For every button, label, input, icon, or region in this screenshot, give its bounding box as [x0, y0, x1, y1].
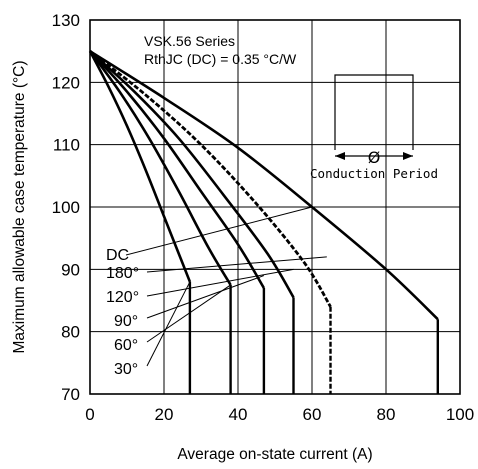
x-tick-label: 20	[155, 405, 174, 424]
drop-lines	[188, 281, 439, 394]
legend-label: 120°	[106, 289, 139, 306]
leader-line	[146, 275, 265, 319]
grid-lines	[90, 20, 460, 394]
series-line	[89, 50, 439, 321]
x-tick-label: 80	[377, 405, 396, 424]
x-axis-label: Average on-state current (A)	[177, 446, 372, 463]
series-line	[88, 50, 192, 283]
thermal-resistance-note: RthJC (DC) = 0.35 °C/W	[144, 51, 297, 67]
conduction-period-label: Conduction Period	[310, 166, 438, 181]
legend-label: 90°	[114, 313, 138, 330]
conduction-waveform-inset: Ø Conduction Period	[310, 74, 438, 181]
series-line	[89, 50, 295, 299]
legend-label: 30°	[114, 361, 138, 378]
leader-line	[146, 281, 191, 367]
x-tick-label: 40	[229, 405, 248, 424]
y-tick-label: 90	[61, 260, 80, 279]
series-line	[89, 50, 332, 308]
y-tick-label: 130	[52, 11, 80, 30]
y-tick-label: 70	[61, 385, 80, 404]
y-tick-label: 80	[61, 323, 80, 342]
arrow-head-left-icon	[335, 152, 345, 160]
y-axis-label: Maximum allowable case temperature (°C)	[11, 60, 28, 353]
phi-symbol: Ø	[368, 148, 381, 167]
plot-frame	[89, 19, 461, 395]
legend-label: 180°	[106, 265, 139, 282]
series-title: VSK.56 Series	[144, 33, 235, 49]
leader-line	[125, 206, 313, 256]
series-line	[88, 50, 232, 286]
legend-leader-lines	[125, 206, 327, 367]
legend-label: DC	[106, 247, 129, 264]
tick-labels: 0 20 40 60 80 100 70 80 90 100 110 120 130	[52, 11, 475, 424]
x-tick-label: 0	[85, 405, 94, 424]
series-line	[89, 50, 266, 289]
conduction-waveform	[334, 74, 414, 150]
y-tick-label: 110	[53, 136, 80, 155]
x-tick-label: 60	[303, 405, 322, 424]
y-tick-label: 100	[52, 198, 80, 217]
leader-line	[146, 284, 231, 343]
x-tick-label: 100	[446, 405, 474, 424]
y-tick-label: 120	[52, 73, 80, 92]
arrow-head-right-icon	[403, 152, 413, 160]
legend-label: 60°	[114, 337, 138, 354]
leader-line	[146, 256, 327, 273]
series-curves	[88, 50, 439, 321]
leader-line	[146, 268, 294, 297]
